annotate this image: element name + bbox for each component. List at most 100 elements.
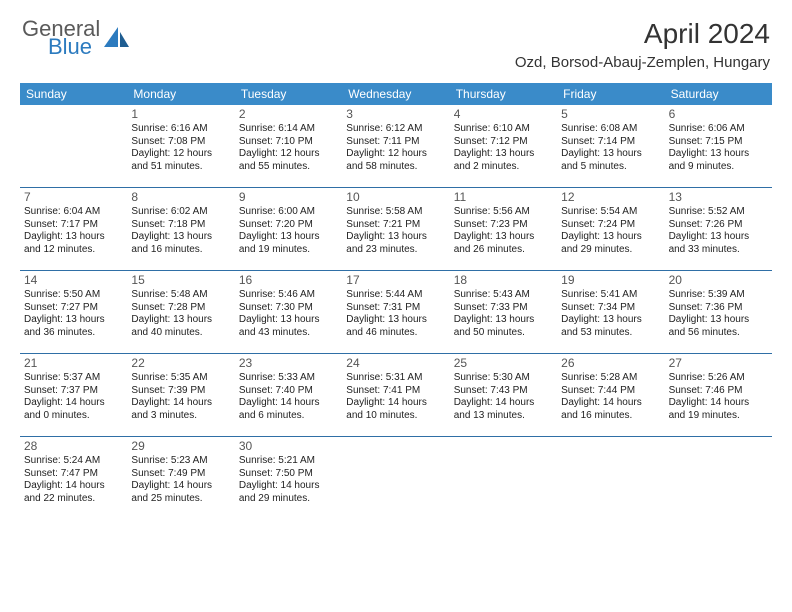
day-cell: 1Sunrise: 6:16 AMSunset: 7:08 PMDaylight… — [127, 105, 234, 187]
daylight-text: Daylight: 12 hours and 55 minutes. — [239, 148, 338, 173]
daylight-text: Daylight: 13 hours and 33 minutes. — [669, 231, 768, 256]
sunrise-text: Sunrise: 5:41 AM — [561, 289, 660, 302]
sunrise-text: Sunrise: 5:21 AM — [239, 455, 338, 468]
sunrise-text: Sunrise: 5:28 AM — [561, 372, 660, 385]
sunset-text: Sunset: 7:26 PM — [669, 219, 768, 232]
day-cell: 19Sunrise: 5:41 AMSunset: 7:34 PMDayligh… — [557, 271, 664, 353]
day-number: 8 — [131, 190, 230, 205]
day-number: 2 — [239, 107, 338, 122]
sunset-text: Sunset: 7:33 PM — [454, 302, 553, 315]
daylight-text: Daylight: 14 hours and 6 minutes. — [239, 397, 338, 422]
daylight-text: Daylight: 13 hours and 43 minutes. — [239, 314, 338, 339]
day-number: 22 — [131, 356, 230, 371]
dow-thursday: Thursday — [450, 83, 557, 105]
page-header: General Blue April 2024 Ozd, Borsod-Abau… — [0, 0, 792, 77]
sunrise-text: Sunrise: 5:30 AM — [454, 372, 553, 385]
daylight-text: Daylight: 14 hours and 16 minutes. — [561, 397, 660, 422]
day-number: 10 — [346, 190, 445, 205]
sunset-text: Sunset: 7:23 PM — [454, 219, 553, 232]
sunrise-text: Sunrise: 5:37 AM — [24, 372, 123, 385]
daylight-text: Daylight: 14 hours and 3 minutes. — [131, 397, 230, 422]
day-number: 23 — [239, 356, 338, 371]
sunrise-text: Sunrise: 5:35 AM — [131, 372, 230, 385]
day-cell: 2Sunrise: 6:14 AMSunset: 7:10 PMDaylight… — [235, 105, 342, 187]
sunrise-text: Sunrise: 5:50 AM — [24, 289, 123, 302]
sunset-text: Sunset: 7:34 PM — [561, 302, 660, 315]
day-cell: 21Sunrise: 5:37 AMSunset: 7:37 PMDayligh… — [20, 354, 127, 436]
sunrise-text: Sunrise: 5:44 AM — [346, 289, 445, 302]
daylight-text: Daylight: 13 hours and 53 minutes. — [561, 314, 660, 339]
sunrise-text: Sunrise: 6:10 AM — [454, 123, 553, 136]
sunset-text: Sunset: 7:15 PM — [669, 136, 768, 149]
day-cell: 13Sunrise: 5:52 AMSunset: 7:26 PMDayligh… — [665, 188, 772, 270]
sunset-text: Sunset: 7:08 PM — [131, 136, 230, 149]
sunrise-text: Sunrise: 5:31 AM — [346, 372, 445, 385]
month-title: April 2024 — [515, 18, 770, 50]
week-row: 28Sunrise: 5:24 AMSunset: 7:47 PMDayligh… — [20, 436, 772, 519]
sunrise-text: Sunrise: 5:33 AM — [239, 372, 338, 385]
day-cell: 23Sunrise: 5:33 AMSunset: 7:40 PMDayligh… — [235, 354, 342, 436]
day-number: 30 — [239, 439, 338, 454]
dow-tuesday: Tuesday — [235, 83, 342, 105]
sunset-text: Sunset: 7:37 PM — [24, 385, 123, 398]
day-cell — [450, 437, 557, 519]
sunrise-text: Sunrise: 6:06 AM — [669, 123, 768, 136]
day-cell: 16Sunrise: 5:46 AMSunset: 7:30 PMDayligh… — [235, 271, 342, 353]
day-number: 20 — [669, 273, 768, 288]
day-cell: 18Sunrise: 5:43 AMSunset: 7:33 PMDayligh… — [450, 271, 557, 353]
day-number: 5 — [561, 107, 660, 122]
day-cell: 4Sunrise: 6:10 AMSunset: 7:12 PMDaylight… — [450, 105, 557, 187]
sunrise-text: Sunrise: 6:02 AM — [131, 206, 230, 219]
daylight-text: Daylight: 12 hours and 58 minutes. — [346, 148, 445, 173]
sunrise-text: Sunrise: 5:43 AM — [454, 289, 553, 302]
day-cell: 20Sunrise: 5:39 AMSunset: 7:36 PMDayligh… — [665, 271, 772, 353]
daylight-text: Daylight: 14 hours and 10 minutes. — [346, 397, 445, 422]
sunset-text: Sunset: 7:31 PM — [346, 302, 445, 315]
day-number: 25 — [454, 356, 553, 371]
sunrise-text: Sunrise: 5:23 AM — [131, 455, 230, 468]
sunrise-text: Sunrise: 5:46 AM — [239, 289, 338, 302]
day-number: 12 — [561, 190, 660, 205]
sunrise-text: Sunrise: 6:14 AM — [239, 123, 338, 136]
day-cell: 11Sunrise: 5:56 AMSunset: 7:23 PMDayligh… — [450, 188, 557, 270]
daylight-text: Daylight: 13 hours and 2 minutes. — [454, 148, 553, 173]
daylight-text: Daylight: 12 hours and 51 minutes. — [131, 148, 230, 173]
sunset-text: Sunset: 7:28 PM — [131, 302, 230, 315]
day-number: 28 — [24, 439, 123, 454]
sunset-text: Sunset: 7:17 PM — [24, 219, 123, 232]
day-cell: 30Sunrise: 5:21 AMSunset: 7:50 PMDayligh… — [235, 437, 342, 519]
day-cell: 27Sunrise: 5:26 AMSunset: 7:46 PMDayligh… — [665, 354, 772, 436]
daylight-text: Daylight: 13 hours and 29 minutes. — [561, 231, 660, 256]
sunrise-text: Sunrise: 5:48 AM — [131, 289, 230, 302]
day-number: 17 — [346, 273, 445, 288]
sunset-text: Sunset: 7:18 PM — [131, 219, 230, 232]
daylight-text: Daylight: 14 hours and 13 minutes. — [454, 397, 553, 422]
day-number: 11 — [454, 190, 553, 205]
logo-sail-icon — [104, 27, 130, 54]
day-cell — [20, 105, 127, 187]
day-cell: 10Sunrise: 5:58 AMSunset: 7:21 PMDayligh… — [342, 188, 449, 270]
day-number: 21 — [24, 356, 123, 371]
dow-saturday: Saturday — [665, 83, 772, 105]
day-cell: 9Sunrise: 6:00 AMSunset: 7:20 PMDaylight… — [235, 188, 342, 270]
day-number: 26 — [561, 356, 660, 371]
dow-friday: Friday — [557, 83, 664, 105]
sunset-text: Sunset: 7:39 PM — [131, 385, 230, 398]
sunset-text: Sunset: 7:11 PM — [346, 136, 445, 149]
day-cell: 14Sunrise: 5:50 AMSunset: 7:27 PMDayligh… — [20, 271, 127, 353]
day-number: 14 — [24, 273, 123, 288]
calendar: Sunday Monday Tuesday Wednesday Thursday… — [20, 83, 772, 519]
day-cell: 17Sunrise: 5:44 AMSunset: 7:31 PMDayligh… — [342, 271, 449, 353]
dow-sunday: Sunday — [20, 83, 127, 105]
sunrise-text: Sunrise: 5:52 AM — [669, 206, 768, 219]
day-cell: 25Sunrise: 5:30 AMSunset: 7:43 PMDayligh… — [450, 354, 557, 436]
daylight-text: Daylight: 14 hours and 0 minutes. — [24, 397, 123, 422]
dow-header-row: Sunday Monday Tuesday Wednesday Thursday… — [20, 83, 772, 105]
sunset-text: Sunset: 7:44 PM — [561, 385, 660, 398]
week-row: 1Sunrise: 6:16 AMSunset: 7:08 PMDaylight… — [20, 105, 772, 187]
daylight-text: Daylight: 13 hours and 40 minutes. — [131, 314, 230, 339]
day-cell: 7Sunrise: 6:04 AMSunset: 7:17 PMDaylight… — [20, 188, 127, 270]
day-cell: 5Sunrise: 6:08 AMSunset: 7:14 PMDaylight… — [557, 105, 664, 187]
daylight-text: Daylight: 13 hours and 5 minutes. — [561, 148, 660, 173]
daylight-text: Daylight: 14 hours and 19 minutes. — [669, 397, 768, 422]
